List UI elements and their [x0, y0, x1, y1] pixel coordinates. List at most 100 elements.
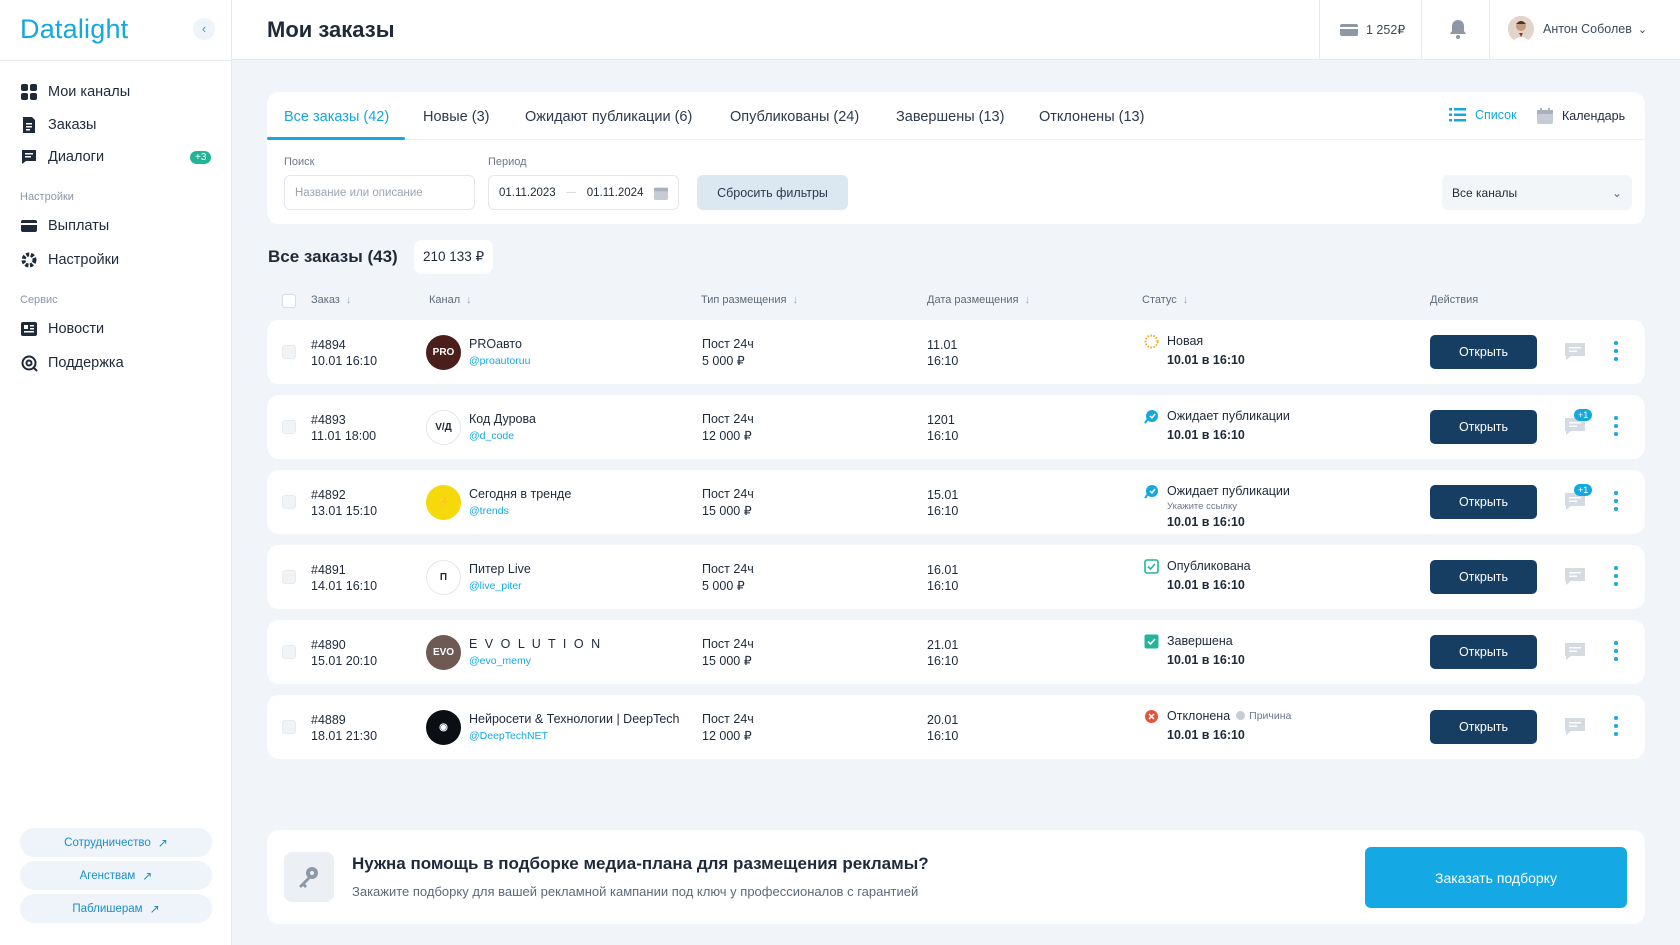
tab-published[interactable]: Опубликованы (24)	[730, 109, 860, 125]
channel-handle[interactable]: @live_piter	[469, 580, 522, 592]
publishers-link[interactable]: Паблишерам ↗	[20, 894, 212, 923]
channel-handle[interactable]: @evo_memy	[469, 655, 532, 667]
tab-all[interactable]: Все заказы (42)	[284, 109, 390, 125]
row-checkbox[interactable]	[282, 345, 296, 359]
channel-name[interactable]: Питер Live	[469, 562, 531, 576]
sidebar-item-payouts[interactable]: Выплаты	[20, 214, 109, 238]
row-checkbox[interactable]	[282, 645, 296, 659]
message-icon[interactable]	[1564, 642, 1586, 662]
more-vertical-icon[interactable]	[1614, 715, 1618, 737]
message-icon[interactable]	[1564, 342, 1586, 362]
placement-time: 16:10	[927, 504, 959, 518]
placement-price: 12 000 ₽	[702, 729, 752, 743]
tab-pending[interactable]: Ожидают публикации (6)	[525, 109, 693, 125]
row-checkbox[interactable]	[282, 495, 296, 509]
select-all-checkbox[interactable]	[282, 294, 296, 308]
message-icon[interactable]	[1564, 717, 1586, 737]
sidebar-item-support[interactable]: Поддержка	[20, 351, 124, 375]
open-order-button[interactable]: Открыть	[1430, 485, 1537, 519]
more-vertical-icon[interactable]	[1614, 340, 1618, 362]
row-checkbox[interactable]	[282, 570, 296, 584]
channel-name[interactable]: E V O L U T I O N	[469, 637, 603, 651]
column-type[interactable]: Тип размещения ↓	[701, 294, 798, 306]
channel-name[interactable]: Сегодня в тренде	[469, 487, 572, 501]
message-icon[interactable]	[1564, 567, 1586, 587]
channel-select[interactable]: Все каналы ⌄	[1442, 175, 1632, 210]
more-vertical-icon[interactable]	[1614, 565, 1618, 587]
tab-rejected[interactable]: Отклонены (13)	[1039, 109, 1145, 125]
more-vertical-icon[interactable]	[1614, 640, 1618, 662]
open-order-button[interactable]: Открыть	[1430, 335, 1537, 369]
channel-name[interactable]: Нейросети & Технологии | DeepTech	[469, 712, 680, 726]
order-created: 18.01 21:30	[311, 729, 378, 743]
column-status[interactable]: Статус ↓	[1142, 294, 1189, 306]
sidebar-item-dialogs[interactable]: Диалоги	[20, 145, 104, 169]
sidebar-item-orders[interactable]: Заказы	[20, 113, 96, 137]
channel-handle[interactable]: @proautoruu	[469, 355, 531, 367]
promo-title: Нужна помощь в подборке медиа-плана для …	[352, 854, 929, 873]
chat-icon	[20, 148, 38, 166]
arrow-up-right-icon: ↗	[149, 901, 160, 916]
channel-name[interactable]: PROавто	[469, 337, 522, 351]
sidebar-item-settings[interactable]: Настройки	[20, 248, 119, 272]
column-date[interactable]: Дата размещения ↓	[927, 294, 1030, 306]
agencies-link[interactable]: Агенствам ↗	[20, 861, 212, 890]
avatar	[1508, 16, 1534, 42]
channel-avatar: ⚡	[426, 485, 461, 520]
channel-handle[interactable]: @trends	[469, 505, 509, 517]
status-label: Завершена	[1167, 634, 1233, 648]
message-badge: +1	[1574, 409, 1593, 421]
collapse-sidebar-button[interactable]: ‹	[193, 18, 215, 40]
view-list-button[interactable]: Список	[1449, 108, 1517, 122]
more-vertical-icon[interactable]	[1614, 415, 1618, 437]
status-label: Ожидает публикации	[1167, 409, 1290, 423]
bell-icon[interactable]	[1449, 18, 1467, 45]
column-order[interactable]: Заказ ↓	[311, 294, 352, 306]
divider	[1319, 0, 1320, 60]
row-checkbox[interactable]	[282, 420, 296, 434]
arrow-up-right-icon: ↗	[142, 868, 153, 883]
open-order-button[interactable]: Открыть	[1430, 635, 1537, 669]
order-cell[interactable]: #4891 14.01 16:10	[311, 562, 377, 594]
placement-date-cell: 1201 16:10	[927, 412, 958, 444]
sort-icon: ↓	[345, 294, 352, 306]
channel-name[interactable]: Код Дурова	[469, 412, 536, 426]
sidebar-item-label: Заказы	[48, 117, 97, 133]
sidebar-item-channels[interactable]: Мои каналы	[20, 80, 130, 104]
channel-handle[interactable]: @DeepTechNET	[469, 730, 548, 742]
open-order-button[interactable]: Открыть	[1430, 560, 1537, 594]
reset-filters-button[interactable]: Сбросить фильтры	[697, 175, 848, 210]
channel-handle[interactable]: @d_code	[469, 430, 515, 442]
placement-date-cell: 21.01 16:10	[927, 637, 958, 669]
tab-new[interactable]: Новые (3)	[423, 109, 490, 125]
sidebar-item-news[interactable]: Новости	[20, 317, 104, 341]
message-icon[interactable]	[1564, 492, 1586, 512]
order-cell[interactable]: #4890 15.01 20:10	[311, 637, 377, 669]
view-calendar-button[interactable]: Календарь	[1537, 108, 1625, 124]
message-icon[interactable]	[1564, 417, 1586, 437]
period-input[interactable]: 01.11.2023 — 01.11.2024	[488, 175, 679, 210]
order-cell[interactable]: #4889 18.01 21:30	[311, 712, 377, 744]
placement-cell: Пост 24ч 5 000 ₽	[702, 336, 754, 370]
search-input[interactable]: Название или описание	[284, 175, 475, 210]
user-menu[interactable]: Антон Соболев ⌄	[1508, 16, 1647, 42]
order-created: 14.01 16:10	[311, 579, 378, 593]
open-order-button[interactable]: Открыть	[1430, 410, 1537, 444]
placement-time: 16:10	[927, 354, 959, 368]
order-selection-button[interactable]: Заказать подборку	[1365, 847, 1627, 908]
balance[interactable]: 1 252₽	[1340, 22, 1405, 37]
tab-done[interactable]: Завершены (13)	[896, 109, 1005, 125]
cooperation-link[interactable]: Сотрудничество ↗	[20, 828, 212, 857]
more-vertical-icon[interactable]	[1614, 490, 1618, 512]
order-cell[interactable]: #4892 13.01 15:10	[311, 487, 377, 519]
placement-date-cell: 16.01 16:10	[927, 562, 958, 594]
table-row: #4892 13.01 15:10 ⚡ Сегодня в тренде @tr…	[267, 470, 1645, 534]
reject-reason[interactable]: Причина	[1236, 710, 1291, 722]
logo[interactable]: Datalight	[20, 14, 129, 44]
order-cell[interactable]: #4894 10.01 16:10	[311, 337, 377, 369]
order-cell[interactable]: #4893 11.01 18:00	[311, 412, 376, 444]
row-checkbox[interactable]	[282, 720, 296, 734]
column-channel[interactable]: Канал ↓	[429, 294, 472, 306]
open-order-button[interactable]: Открыть	[1430, 710, 1537, 744]
placement-price: 15 000 ₽	[702, 504, 752, 518]
